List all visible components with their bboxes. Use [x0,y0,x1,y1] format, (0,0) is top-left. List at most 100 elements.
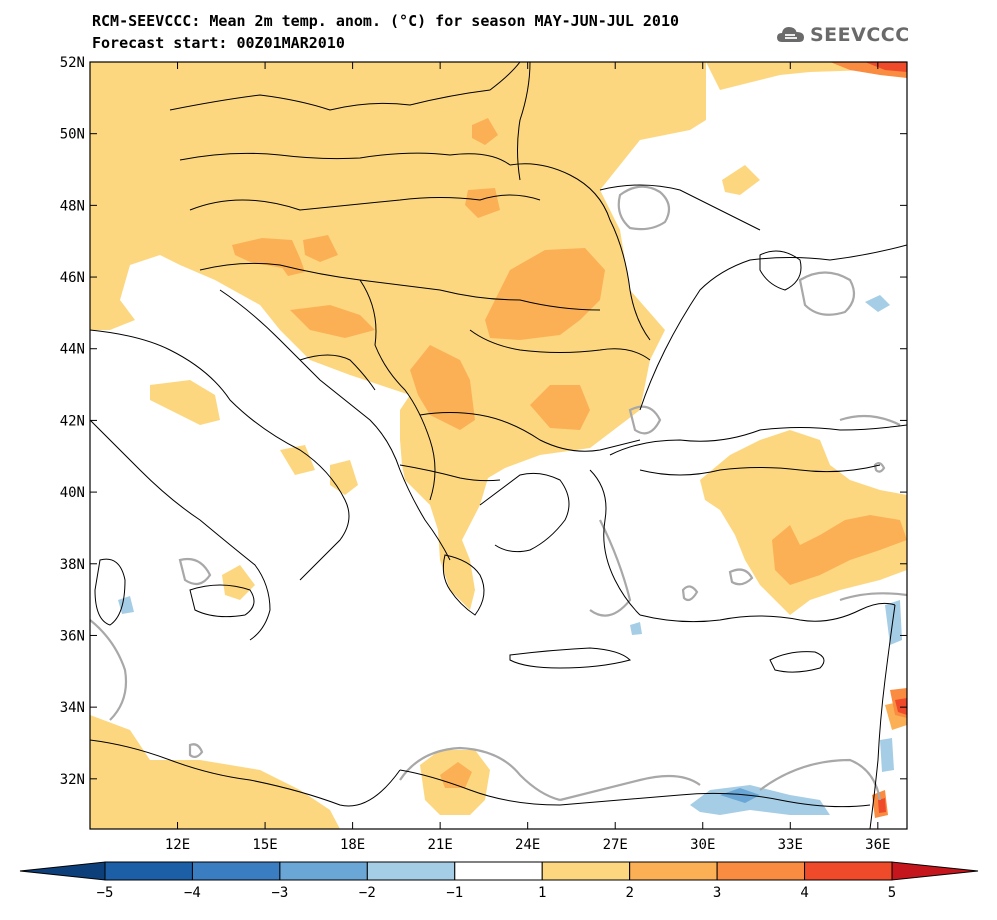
lon-tick-label: 12E [165,837,190,853]
border-line [509,163,651,341]
anomaly-1to2-area-ukraine-small [722,165,760,195]
contour-line [90,619,128,721]
coastline-peloponnese [442,554,485,616]
anomaly-neg1to2-area-lebanon [885,600,902,645]
anomaly-2to3-area-hungary-west [303,235,338,262]
colorbar-bin [191,861,281,881]
colorbar-high-arrow [891,861,979,881]
map-title: RCM-SEEVCCC: Mean 2m temp. anom. (°C) fo… [92,12,679,30]
coastline-crete [509,647,631,669]
anomaly-2to3-area-austria [232,238,300,268]
colorbar-bin [279,861,368,881]
coastline-black-sea-west [639,244,907,411]
coastline-sicily [189,584,255,618]
anomaly-2to3-area-bulgaria [530,385,590,430]
coastline-cyprus [769,651,825,673]
colorbar-label: −2 [359,885,376,901]
lon-tick-label: 27E [603,837,628,853]
anomaly-neg1to2-area-israel [880,738,894,772]
contour-line [839,592,907,602]
colorbar-bin [716,861,806,881]
border-line [199,262,601,311]
coastline-turkey-north [609,424,907,456]
anomaly-2to3-area-slovakia [465,188,500,218]
contour-line [188,743,204,759]
border-line [517,62,531,181]
contour-line [759,758,882,801]
anomaly-2to3-area-libya [440,762,472,788]
border-line [189,194,541,211]
colorbar-label: −4 [184,885,201,901]
lat-tick-label: 50N [60,127,85,143]
lon-tick-label: 18E [340,837,365,853]
contour-line [839,414,901,426]
colorbar-label: 4 [800,885,808,901]
contour-line [178,557,212,586]
colorbar-label: −3 [271,885,288,901]
colorbar-label: 3 [713,885,721,901]
coastline-dalmatia [219,289,451,561]
colorbar-bin [629,861,718,881]
colorbar-label: −5 [97,885,114,901]
coastline-sardinia [94,558,126,626]
anomaly-2to3-area-serbia [410,345,475,430]
lon-tick-label: 15E [252,837,277,853]
anomaly-2to3-area-anatolia [772,515,907,585]
border-line [469,329,651,361]
lat-tick-label: 46N [60,270,85,286]
contour-line [798,271,856,316]
lat-tick-label: 32N [60,772,85,788]
colorbar-low-arrow [19,861,106,881]
coastline-turkey-aegean [589,469,641,616]
plot-frame [89,61,908,830]
anomaly-1to2-area-sicily [222,565,255,600]
contour-line [617,185,671,231]
border-line [359,279,436,501]
contour-line [728,568,754,586]
anomaly-1to2-area-anatolia [700,430,907,615]
lat-tick-label: 36N [60,628,85,644]
border-line [599,184,761,231]
anomaly-1to2-area-adriatic [330,460,358,495]
colorbar-label: −1 [446,885,463,901]
lon-tick-label: 36E [865,837,890,853]
cloud-logo-icon [777,27,804,42]
coastline-turkey-south [639,602,896,623]
contour-line [559,774,701,802]
anomaly-4to5-area-sinai [878,798,886,813]
contour-line [589,519,632,617]
contour-line [873,461,886,473]
anomaly-neg1to2-area-nile-delta [690,785,830,815]
coastline-egypt [399,769,871,808]
colorbar-label: 2 [625,885,633,901]
anomaly-2to3-area-croatia [290,305,375,338]
border-line [399,464,501,482]
anomaly-2to3-area-slovenia [278,258,305,276]
coastline-crimea [759,250,802,291]
border-line [639,464,881,476]
coastline-italy-adriatic [90,329,350,581]
colorbar-label: 5 [888,885,896,901]
lon-tick-label: 33E [778,837,803,853]
anomaly-2to3-area-poland [472,118,498,145]
anomaly-1to2-area-italy-south [280,445,315,475]
anomaly-1to2-area-italy-east [150,380,220,425]
lat-tick-label: 40N [60,485,85,501]
lat-tick-label: 52N [60,55,85,71]
seevccc-logo: SEEVCCC [776,24,910,46]
colorbar-label: 1 [538,885,546,901]
anomaly-4to5-area-northeast-corner [865,62,907,72]
longitude-axis: 12E 15E 18E 21E 24E 27E 30E 33E 36E [165,62,890,853]
lat-tick-label: 48N [60,198,85,214]
coastline-libya [90,739,401,807]
colorbar-bin [804,861,893,881]
contour-line [681,585,699,602]
lon-tick-label: 21E [427,837,452,853]
significance-contours [90,185,907,802]
anomaly-neg1to2-area-crimea [865,295,890,312]
colorbar-bin [104,861,193,881]
lat-tick-label: 44N [60,342,85,358]
anomaly-neg1to2-area-sardinia [118,596,134,614]
border-line [169,62,521,111]
border-line [179,152,511,166]
